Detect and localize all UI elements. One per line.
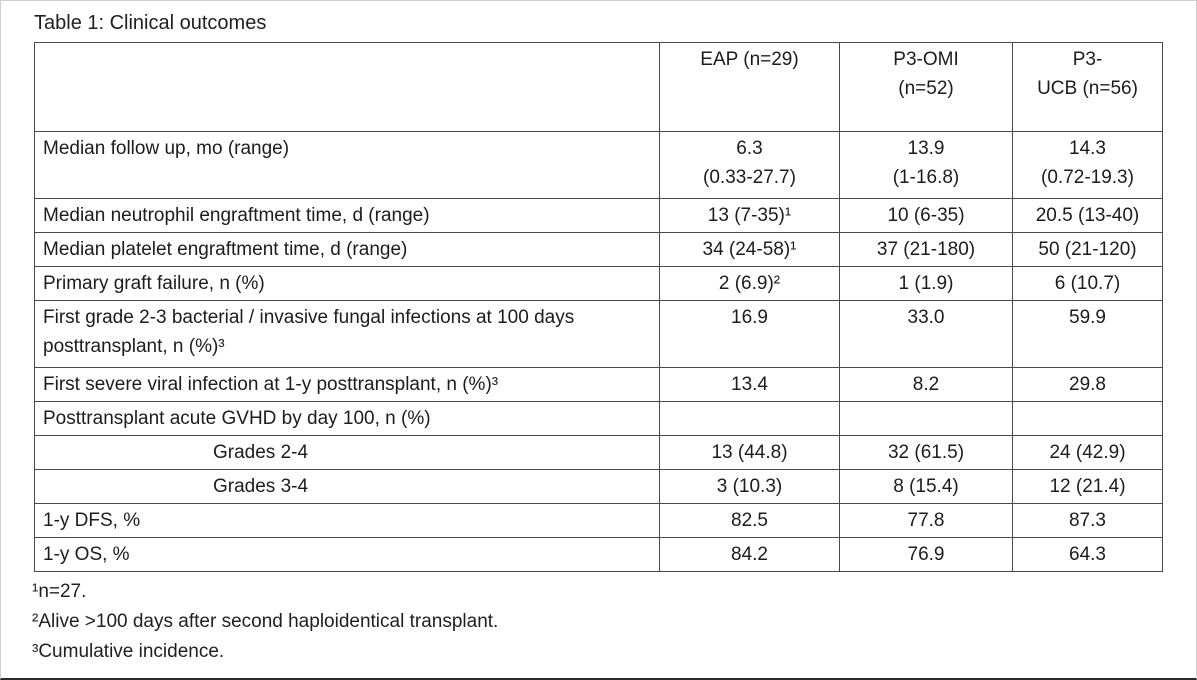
row-label: 1-y OS, % [34,537,660,572]
row-label: Median neutrophil engraftment time, d (r… [34,198,660,233]
row-label: Posttransplant acute GVHD by day 100, n … [34,401,660,436]
cell-value: 13 (7-35)¹ [659,198,840,233]
table-header-row: EAP (n=29) P3-OMI (n=52) P3- UCB (n=56) [34,42,1163,132]
header-col-p3-omi: P3-OMI (n=52) [839,42,1013,132]
cell-value: 20.5 (13-40) [1012,198,1163,233]
row-label: Median platelet engraftment time, d (ran… [34,232,660,267]
cell-value: 50 (21-120) [1012,232,1163,267]
cell-value: 8 (15.4) [839,469,1013,504]
cell-value: 10 (6-35) [839,198,1013,233]
cell-value: 87.3 [1012,503,1163,538]
footnote-2: ²Alive >100 days after second haploident… [32,611,499,632]
row-label: Median follow up, mo (range) [34,131,660,199]
footnote-1: ¹n=27. [32,581,87,602]
cell-value: 37 (21-180) [839,232,1013,267]
header-col-eap: EAP (n=29) [659,42,840,132]
cell-value: 34 (24-58)¹ [659,232,840,267]
table-row: Median neutrophil engraftment time, d (r… [34,198,1163,233]
table-row: 1-y OS, % 84.2 76.9 64.3 [34,537,1163,572]
row-label: First grade 2-3 bacterial / invasive fun… [34,300,660,368]
cell-value [659,401,840,436]
cell-value: 32 (61.5) [839,435,1013,470]
table-row: Grades 2-4 13 (44.8) 32 (61.5) 24 (42.9) [34,435,1163,470]
clinical-outcomes-table: EAP (n=29) P3-OMI (n=52) P3- UCB (n=56) … [34,42,1163,572]
cell-value: 6.3 (0.33-27.7) [659,131,840,199]
header-col-p3-ucb: P3- UCB (n=56) [1012,42,1163,132]
cell-value: 8.2 [839,367,1013,402]
row-label: Grades 3-4 [34,469,660,504]
table-row: First grade 2-3 bacterial / invasive fun… [34,300,1163,368]
table-row: Median platelet engraftment time, d (ran… [34,232,1163,267]
cell-value: 77.8 [839,503,1013,538]
cell-value: 13.4 [659,367,840,402]
table-row: Median follow up, mo (range) 6.3 (0.33-2… [34,131,1163,199]
cell-value: 2 (6.9)² [659,266,840,301]
table-row: Grades 3-4 3 (10.3) 8 (15.4) 12 (21.4) [34,469,1163,504]
footnotes-block: ¹n=27. ²Alive >100 days after second hap… [32,577,1196,667]
table-row: Primary graft failure, n (%) 2 (6.9)² 1 … [34,266,1163,301]
cell-value: 14.3 (0.72-19.3) [1012,131,1163,199]
cell-value: 84.2 [659,537,840,572]
cell-value [839,401,1013,436]
cell-value: 6 (10.7) [1012,266,1163,301]
cell-value: 82.5 [659,503,840,538]
cell-value: 64.3 [1012,537,1163,572]
row-label: Primary graft failure, n (%) [34,266,660,301]
cell-value [1012,401,1163,436]
row-label: Grades 2-4 [34,435,660,470]
cell-value: 12 (21.4) [1012,469,1163,504]
cell-value: 13 (44.8) [659,435,840,470]
header-empty-cell [34,42,660,132]
row-label: 1-y DFS, % [34,503,660,538]
footnote-3: ³Cumulative incidence. [32,641,225,662]
cell-value: 16.9 [659,300,840,368]
cell-value: 13.9 (1-16.8) [839,131,1013,199]
cell-value: 33.0 [839,300,1013,368]
cell-value: 76.9 [839,537,1013,572]
table-row: 1-y DFS, % 82.5 77.8 87.3 [34,503,1163,538]
cell-value: 29.8 [1012,367,1163,402]
row-label: First severe viral infection at 1-y post… [34,367,660,402]
table-row: Posttransplant acute GVHD by day 100, n … [34,401,1163,436]
cell-value: 59.9 [1012,300,1163,368]
cell-value: 1 (1.9) [839,266,1013,301]
cell-value: 24 (42.9) [1012,435,1163,470]
table-title: Table 1: Clinical outcomes [34,12,267,34]
cell-value: 3 (10.3) [659,469,840,504]
table-row: First severe viral infection at 1-y post… [34,367,1163,402]
